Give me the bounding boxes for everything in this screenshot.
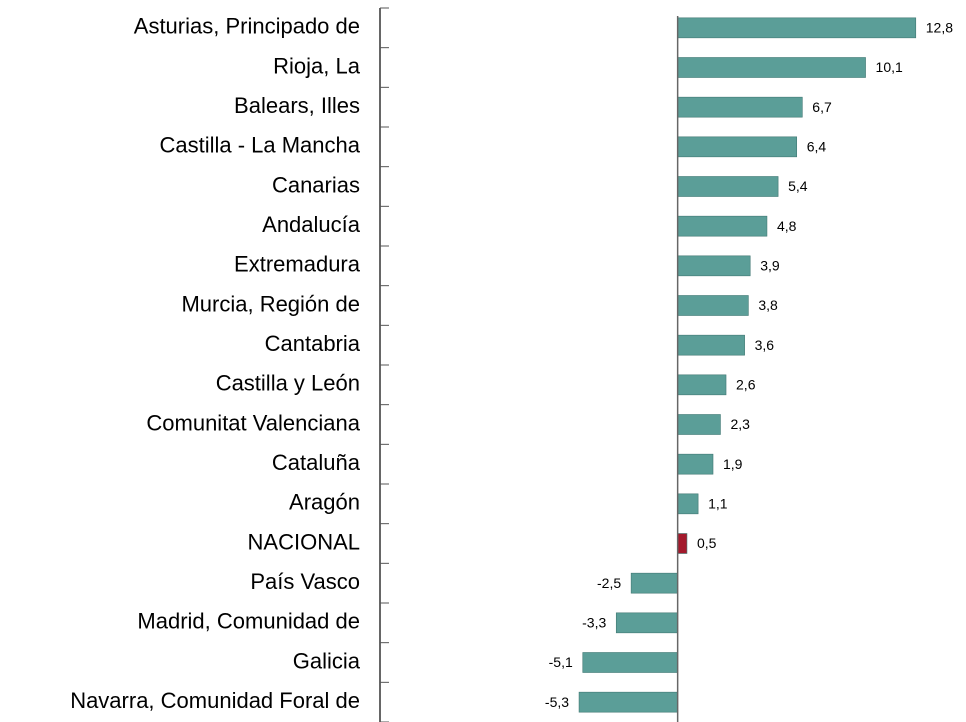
value-label: -3,3 xyxy=(582,615,606,631)
bar xyxy=(615,612,678,634)
value-label: 1,9 xyxy=(723,456,743,472)
category-label: Balears, Illes xyxy=(234,93,360,118)
bar xyxy=(677,295,749,316)
category-label: Extremadura xyxy=(234,252,361,277)
bar xyxy=(677,334,745,356)
bar xyxy=(677,57,866,78)
value-label: -2,5 xyxy=(597,575,621,591)
value-label: 12,8 xyxy=(926,20,953,36)
value-label: 2,3 xyxy=(730,416,750,432)
category-label: Castilla - La Mancha xyxy=(159,133,360,158)
value-label: 2,6 xyxy=(736,377,756,393)
category-label: Andalucía xyxy=(262,212,361,237)
value-label: 6,7 xyxy=(812,99,832,115)
value-label: 10,1 xyxy=(876,59,903,75)
category-label: Cataluña xyxy=(272,450,361,475)
category-label: Madrid, Comunidad de xyxy=(137,609,360,634)
bar xyxy=(677,215,768,237)
category-label: NACIONAL xyxy=(248,529,360,554)
bar xyxy=(677,176,779,197)
bar xyxy=(677,374,727,396)
category-label: Rioja, La xyxy=(273,53,361,78)
bar xyxy=(677,17,917,39)
value-label: -5,3 xyxy=(545,694,569,710)
bar xyxy=(578,691,678,713)
value-label: -5,1 xyxy=(549,654,573,670)
value-label: 5,4 xyxy=(788,178,808,194)
value-label: 4,8 xyxy=(777,218,797,234)
value-label: 1,1 xyxy=(708,496,728,512)
value-label: 3,9 xyxy=(760,258,780,274)
value-label: 3,6 xyxy=(755,337,775,353)
bar xyxy=(677,414,721,435)
bar xyxy=(677,136,798,158)
bar xyxy=(677,493,699,515)
category-label: Murcia, Región de xyxy=(181,291,360,316)
value-label: 3,8 xyxy=(758,297,778,313)
category-label: Aragón xyxy=(289,490,360,515)
category-label: Cantabria xyxy=(265,331,361,356)
category-label: Canarias xyxy=(272,172,360,197)
bar xyxy=(582,652,678,673)
category-label: Asturias, Principado de xyxy=(134,14,360,39)
bar xyxy=(677,96,803,118)
category-label: Galicia xyxy=(293,648,361,673)
category-label: Castilla y León xyxy=(216,371,360,396)
category-label: Navarra, Comunidad Foral de xyxy=(70,688,360,713)
bar xyxy=(677,453,714,475)
bar xyxy=(677,255,751,277)
category-label: País Vasco xyxy=(250,569,360,594)
value-label: 6,4 xyxy=(807,139,827,155)
category-label: Comunitat Valenciana xyxy=(146,410,360,435)
bar xyxy=(677,533,688,554)
value-label: 0,5 xyxy=(697,535,717,551)
bar xyxy=(630,572,678,594)
